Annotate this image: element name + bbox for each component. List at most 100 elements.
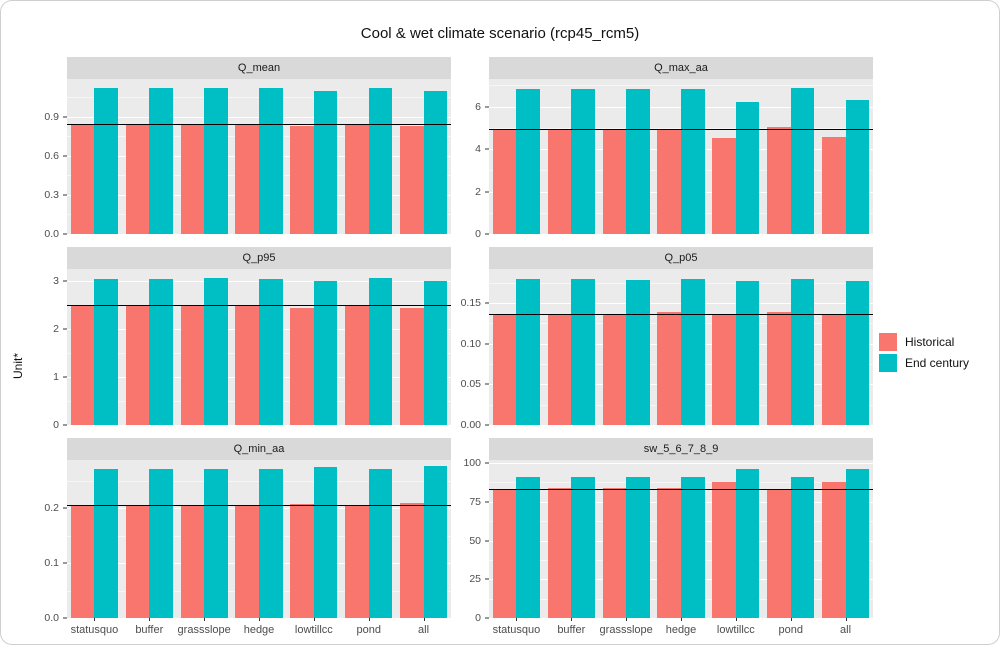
x-tick-mark (313, 618, 315, 621)
y-tick-mark (63, 562, 67, 564)
bar-end-century-hedge (681, 88, 705, 234)
y-tick-label: 3 (53, 275, 59, 287)
facet-Q_mean: Q_mean 0.0 0.3 0.6 0.9 (29, 57, 451, 240)
bar-historical-lowtillcc (290, 308, 314, 425)
bar-historical-pond (767, 489, 791, 618)
x-tick-label: all (418, 624, 430, 636)
y-tick-label: 0.05 (460, 378, 481, 391)
bar-historical-all (399, 308, 424, 425)
bar-historical-pond (767, 126, 791, 234)
y-tick-label: 0.2 (44, 502, 59, 515)
bar-end-century-hedge (259, 469, 283, 618)
bar-historical-hedge (657, 487, 681, 618)
y-tick-mark (485, 462, 489, 464)
x-tick-mark (571, 618, 573, 621)
bar-historical-statusquo (492, 313, 517, 425)
y-axis: 0.00 0.05 0.10 0.15 (451, 269, 489, 431)
y-tick-label: 4 (475, 143, 481, 156)
bar-end-century-hedge (259, 88, 283, 234)
facet-strip-label: Q_max_aa (489, 57, 873, 79)
y-tick-mark (485, 106, 489, 108)
bar-historical-grassslope (180, 124, 205, 234)
bar-historical-buffer (547, 487, 572, 618)
bar-historical-all (399, 125, 424, 234)
x-axis: statusquo buffer grassslope hedge lowtillcc p… (489, 618, 873, 644)
y-tick-mark (485, 148, 489, 150)
reference-line (489, 489, 873, 491)
y-tick-mark (485, 343, 489, 345)
y-tick-label: 2 (475, 185, 481, 198)
facet-panel (489, 460, 873, 618)
y-axis: 0 2 4 6 (451, 79, 489, 240)
reference-line (489, 128, 873, 130)
x-tick-label: lowtillcc (716, 624, 755, 636)
y-tick-label: 2 (53, 323, 59, 335)
y-tick-label: 0.15 (460, 297, 481, 310)
y-tick-label: 50 (469, 534, 481, 547)
legend-item-end-century: End century (879, 352, 969, 373)
facet-strip-label: Q_mean (67, 57, 451, 79)
bar-historical-hedge (657, 312, 681, 425)
y-tick-label: 0.1 (44, 557, 59, 570)
bar-end-century-pond (368, 469, 393, 618)
bar-end-century-buffer (571, 477, 595, 618)
bar-end-century-lowtillcc (313, 467, 338, 618)
x-tick-label: grassslope (177, 624, 231, 636)
x-tick-label: buffer (135, 624, 164, 636)
y-axis: 0 1 2 3 (29, 269, 67, 431)
bar-historical-statusquo (70, 505, 95, 618)
facet-strip-label: Q_p05 (489, 247, 873, 269)
facet-strip-label: sw_5_6_7_8_9 (489, 438, 873, 460)
bar-end-century-lowtillcc (313, 90, 338, 234)
y-tick-label: 75 (469, 495, 481, 508)
x-tick-mark (204, 618, 206, 621)
bar-end-century-grassslope (204, 88, 228, 234)
y-tick-mark (63, 280, 67, 282)
y-tick-mark (63, 424, 67, 426)
bar-historical-hedge (235, 505, 259, 618)
bar-end-century-pond (790, 477, 815, 618)
legend-swatch (879, 332, 897, 351)
bar-historical-pond (345, 306, 369, 425)
x-tick-mark (845, 618, 847, 621)
y-tick-label: 6 (475, 100, 481, 113)
x-tick-label: pond (356, 624, 381, 636)
bar-end-century-grassslope (204, 278, 228, 425)
bar-historical-all (821, 481, 846, 618)
x-tick-mark (94, 618, 96, 621)
bar-historical-lowtillcc (712, 313, 736, 425)
bar-end-century-buffer (149, 469, 173, 618)
y-tick-mark (63, 116, 67, 118)
bar-end-century-hedge (259, 278, 283, 425)
bar-end-century-buffer (571, 88, 595, 234)
bar-historical-hedge (235, 124, 259, 234)
facet-Q_max_aa: Q_max_aa 0 2 4 6 (451, 57, 873, 240)
x-tick-label: grassslope (599, 624, 653, 636)
bar-end-century-lowtillcc (735, 281, 760, 425)
y-axis: 0.0 0.1 0.2 (29, 460, 67, 624)
facet-strip-label: Q_p95 (67, 247, 451, 269)
bar-historical-all (821, 313, 846, 425)
x-tick-label: lowtillcc (294, 624, 333, 636)
x-tick-mark (368, 618, 370, 621)
y-tick-mark (485, 540, 489, 542)
y-tick-mark (485, 233, 489, 235)
bar-end-century-statusquo (516, 88, 540, 234)
x-tick-label: hedge (243, 624, 275, 636)
bar-end-century-all (845, 281, 870, 425)
bar-end-century-pond (790, 87, 815, 234)
bar-historical-all (399, 502, 424, 618)
bar-end-century-grassslope (626, 88, 650, 234)
bar-historical-buffer (547, 128, 572, 234)
bar-historical-hedge (235, 305, 259, 425)
facet-grid: Q_mean 0.0 0.3 0.6 0.9 Q_max_aa 0 2 4 6 Q_p95 0 1 2 3 Q… (29, 57, 873, 644)
bar-end-century-buffer (571, 278, 595, 425)
bar-end-century-buffer (149, 278, 173, 425)
bar-historical-statusquo (70, 124, 95, 234)
bar-historical-grassslope (180, 305, 205, 425)
facet-panel (489, 79, 873, 234)
bar-historical-lowtillcc (290, 125, 314, 234)
bar-end-century-pond (368, 278, 393, 425)
bar-end-century-all (423, 90, 448, 234)
y-tick-label: 0 (53, 419, 59, 431)
